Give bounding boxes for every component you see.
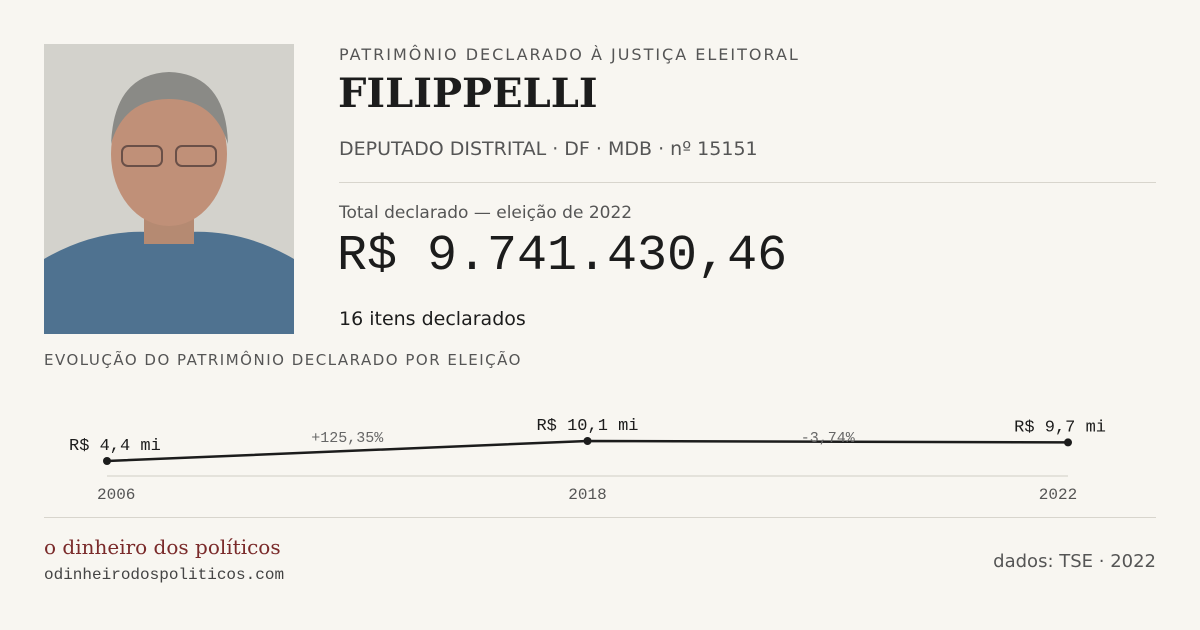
value-label: R$ 9,7 mi bbox=[1014, 418, 1106, 437]
chart-title: EVOLUÇÃO DO PATRIMÔNIO DECLARADO POR ELE… bbox=[44, 351, 522, 369]
x-tick-label: 2006 bbox=[97, 486, 135, 504]
subtitle: DEPUTADO DISTRITAL · DF · MDB · nº 15151 bbox=[339, 138, 758, 160]
eyebrow: PATRIMÔNIO DECLARADO À JUSTIÇA ELEITORAL bbox=[339, 45, 800, 64]
items: 16 itens declarados bbox=[339, 308, 526, 330]
chart: R$ 4,4 mi 2006 R$ 10,1 mi 2018 R$ 9,7 mi 2022… bbox=[69, 417, 1106, 504]
total-amount: R$ 9.741.430,46 bbox=[337, 228, 788, 285]
total-label: Total declarado — eleição de 2022 bbox=[339, 203, 633, 223]
url: odinheirodospoliticos.com bbox=[44, 566, 285, 584]
value-label: R$ 10,1 mi bbox=[536, 417, 638, 436]
point bbox=[103, 457, 111, 465]
divider bbox=[44, 517, 1156, 518]
photo bbox=[44, 44, 294, 334]
point bbox=[1064, 438, 1072, 447]
x-tick-label: 2018 bbox=[568, 486, 606, 504]
name: FILIPPELLI bbox=[338, 70, 598, 117]
change-label: +125,35% bbox=[311, 430, 384, 447]
x-tick-label: 2022 bbox=[1039, 486, 1077, 504]
point bbox=[583, 437, 592, 445]
brand: o dinheiro dos políticos bbox=[44, 535, 281, 559]
source: dados: TSE · 2022 bbox=[993, 551, 1156, 572]
value-label: R$ 4,4 mi bbox=[69, 437, 161, 456]
divider bbox=[339, 182, 1156, 183]
change-label: -3,74% bbox=[801, 430, 856, 447]
